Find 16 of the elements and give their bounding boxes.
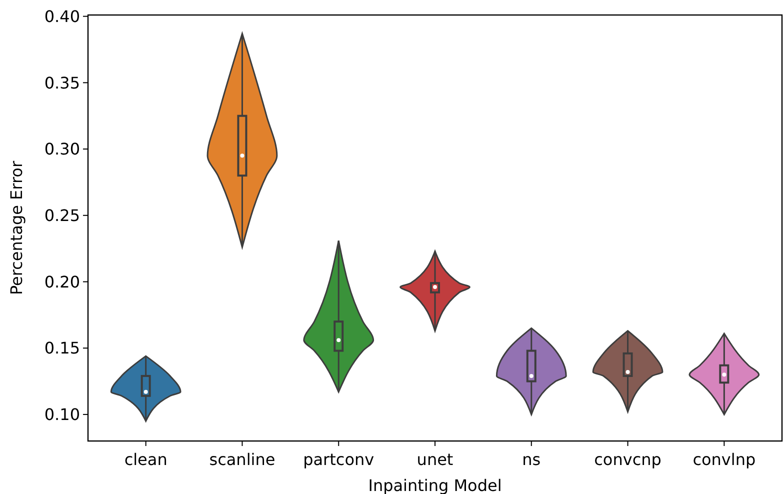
x-tick-label: scanline: [209, 450, 276, 469]
y-tick-label: 0.25: [44, 206, 80, 225]
x-tick-label: convlnp: [692, 450, 756, 469]
x-tick-label: unet: [416, 450, 454, 469]
x-axis-title: Inpainting Model: [368, 476, 502, 494]
y-tick-label: 0.30: [44, 140, 80, 159]
y-tick-label: 0.15: [44, 338, 80, 358]
y-tick-label: 0.40: [44, 6, 80, 26]
x-tick-label: ns: [522, 450, 541, 469]
x-tick-label: clean: [124, 450, 168, 469]
y-tick-label: 0.35: [44, 73, 80, 92]
x-tick-label: convcnp: [594, 450, 662, 469]
y-axis-title: Percentage Error: [7, 160, 26, 296]
x-tick-label: partconv: [303, 450, 374, 469]
y-tick-label: 0.20: [44, 272, 80, 292]
y-tick-label: 0.10: [44, 405, 80, 424]
